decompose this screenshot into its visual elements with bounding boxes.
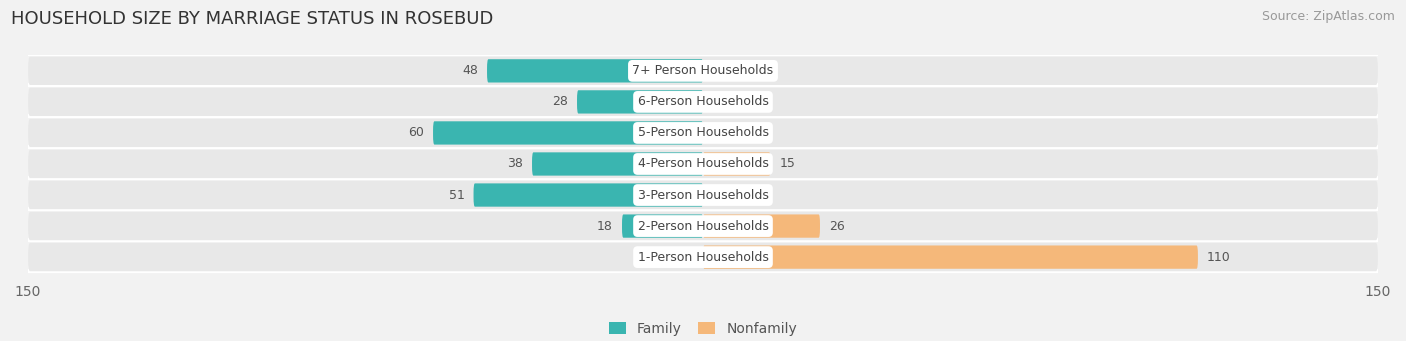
Text: 48: 48 bbox=[463, 64, 478, 77]
Text: Source: ZipAtlas.com: Source: ZipAtlas.com bbox=[1261, 10, 1395, 23]
Text: 5-Person Households: 5-Person Households bbox=[637, 127, 769, 139]
FancyBboxPatch shape bbox=[621, 214, 703, 238]
FancyBboxPatch shape bbox=[576, 90, 703, 114]
FancyBboxPatch shape bbox=[28, 88, 1378, 116]
FancyBboxPatch shape bbox=[531, 152, 703, 176]
Text: 7+ Person Households: 7+ Person Households bbox=[633, 64, 773, 77]
Text: 2-Person Households: 2-Person Households bbox=[637, 220, 769, 233]
FancyBboxPatch shape bbox=[28, 243, 1378, 271]
Text: 0: 0 bbox=[711, 189, 720, 202]
Text: 15: 15 bbox=[779, 158, 796, 170]
FancyBboxPatch shape bbox=[703, 214, 820, 238]
Text: 0: 0 bbox=[711, 95, 720, 108]
FancyBboxPatch shape bbox=[703, 152, 770, 176]
FancyBboxPatch shape bbox=[486, 59, 703, 83]
Text: 4-Person Households: 4-Person Households bbox=[637, 158, 769, 170]
Text: 1-Person Households: 1-Person Households bbox=[637, 251, 769, 264]
Text: 0: 0 bbox=[686, 251, 695, 264]
Text: 60: 60 bbox=[408, 127, 425, 139]
FancyBboxPatch shape bbox=[28, 119, 1378, 147]
FancyBboxPatch shape bbox=[28, 57, 1378, 85]
FancyBboxPatch shape bbox=[703, 246, 1198, 269]
Text: 6-Person Households: 6-Person Households bbox=[637, 95, 769, 108]
Text: 0: 0 bbox=[711, 127, 720, 139]
Text: 26: 26 bbox=[830, 220, 845, 233]
Text: HOUSEHOLD SIZE BY MARRIAGE STATUS IN ROSEBUD: HOUSEHOLD SIZE BY MARRIAGE STATUS IN ROS… bbox=[11, 10, 494, 28]
Text: 51: 51 bbox=[449, 189, 464, 202]
Text: 3-Person Households: 3-Person Households bbox=[637, 189, 769, 202]
FancyBboxPatch shape bbox=[433, 121, 703, 145]
Text: 0: 0 bbox=[711, 64, 720, 77]
Text: 28: 28 bbox=[553, 95, 568, 108]
Text: 38: 38 bbox=[508, 158, 523, 170]
FancyBboxPatch shape bbox=[28, 181, 1378, 209]
Text: 110: 110 bbox=[1206, 251, 1230, 264]
FancyBboxPatch shape bbox=[28, 150, 1378, 178]
Legend: Family, Nonfamily: Family, Nonfamily bbox=[609, 322, 797, 336]
FancyBboxPatch shape bbox=[28, 212, 1378, 240]
Text: 18: 18 bbox=[598, 220, 613, 233]
FancyBboxPatch shape bbox=[474, 183, 703, 207]
